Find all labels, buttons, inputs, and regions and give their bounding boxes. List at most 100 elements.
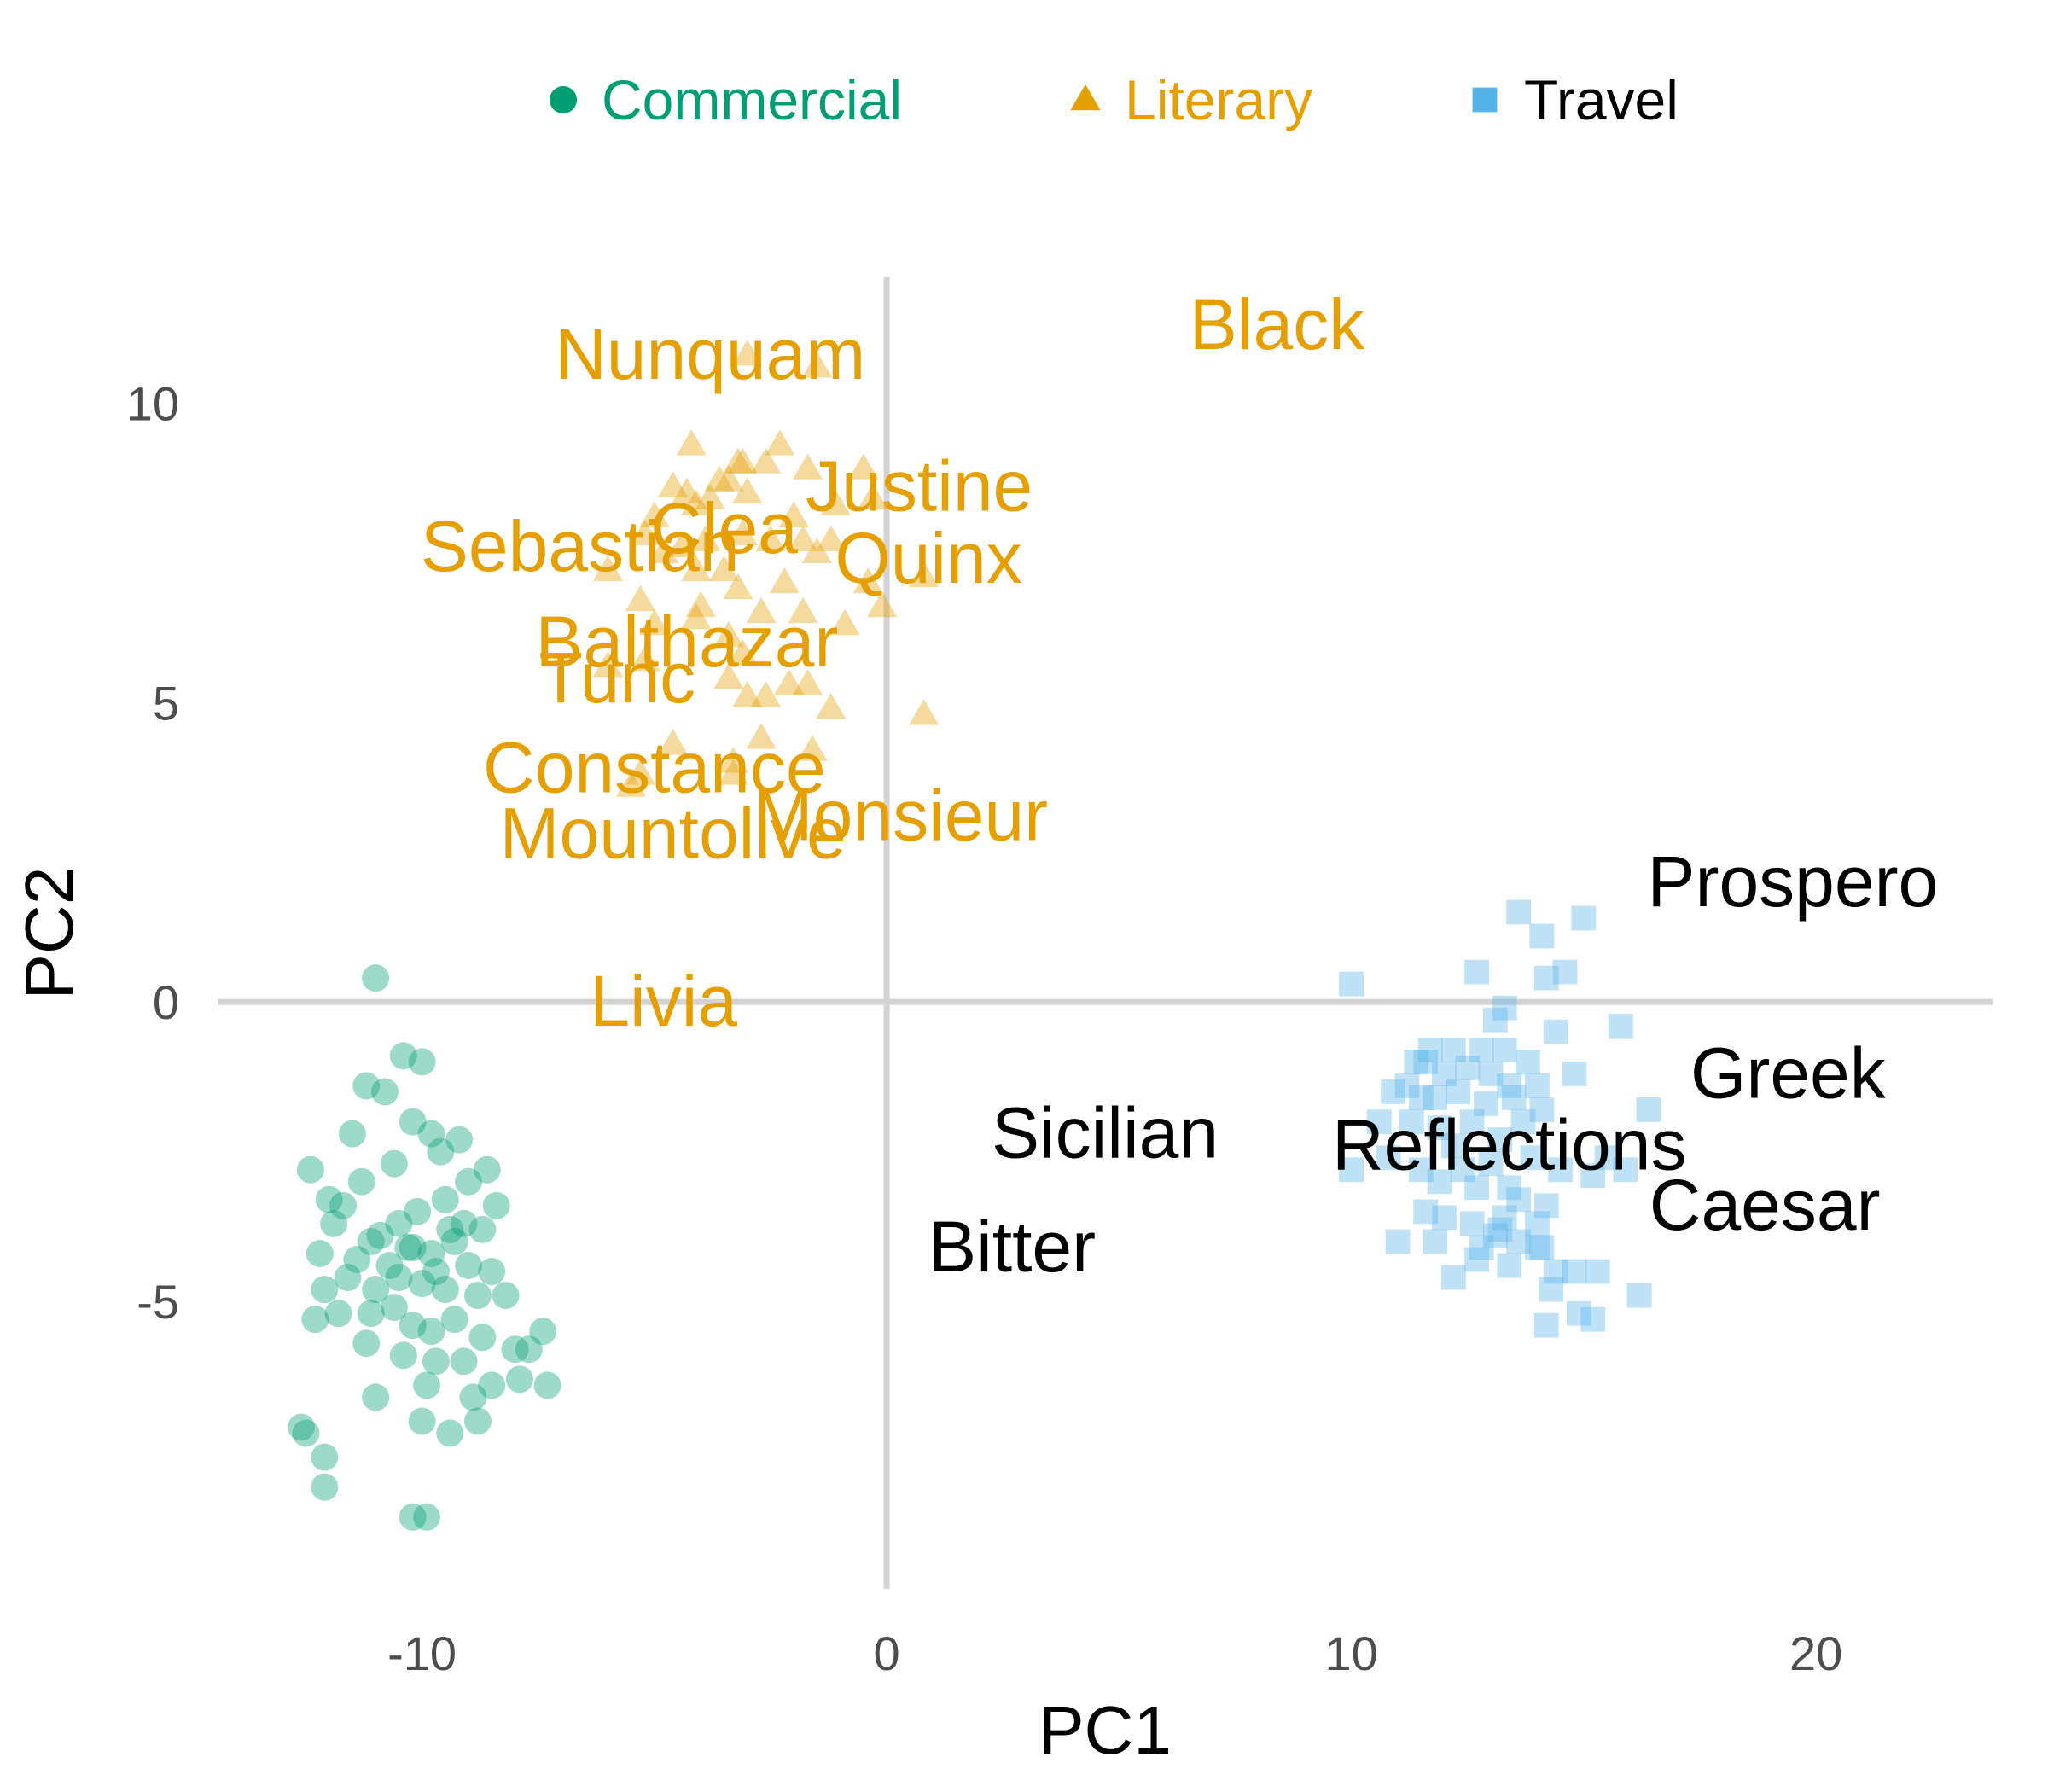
x-tick-label: 10 (1324, 1626, 1377, 1680)
travel-point (1469, 1235, 1494, 1260)
literary-point (695, 483, 725, 509)
literary-point (672, 477, 702, 503)
travel-point (1492, 1037, 1517, 1062)
travel-point (1408, 1157, 1434, 1183)
literary-point (649, 537, 679, 564)
literary-point (852, 567, 883, 594)
commercial-point (445, 1126, 474, 1154)
point-label: Clea (650, 488, 798, 568)
travel-point (1497, 1073, 1522, 1098)
literary-point (727, 519, 758, 545)
y-axis-title: PC2 (11, 867, 87, 1000)
travel-point (1478, 1151, 1504, 1177)
commercial-point (357, 1227, 385, 1255)
x-tick-label: 20 (1789, 1626, 1842, 1680)
travel-point (1376, 1145, 1401, 1171)
travel-point (1469, 1037, 1494, 1062)
point-label: Constance (483, 727, 826, 807)
travel-point (1543, 1259, 1568, 1284)
commercial-point (362, 1383, 390, 1411)
travel-point (1427, 1169, 1452, 1195)
travel-point (1552, 959, 1578, 985)
literary-point (801, 352, 833, 378)
commercial-point (389, 1341, 417, 1370)
travel-point (1562, 1062, 1587, 1086)
commercial-legend-key (550, 86, 577, 113)
point-label: Balthazar (536, 602, 839, 682)
travel-point (1459, 1109, 1485, 1134)
literary-point (797, 735, 828, 761)
literary-point (732, 477, 763, 503)
travel-point (1520, 1145, 1545, 1171)
travel-point (1413, 1199, 1439, 1225)
commercial-point (334, 1264, 362, 1292)
literary-point (630, 519, 660, 545)
literary-point (788, 596, 818, 624)
commercial-point (417, 1239, 445, 1267)
commercial-point (375, 1252, 404, 1280)
literary-point (708, 555, 740, 582)
point-label: Sebastian (421, 506, 740, 586)
travel-point (1385, 1229, 1411, 1254)
commercial-point (338, 1120, 366, 1148)
travel-point (1492, 1205, 1517, 1231)
literary-legend-key (1070, 84, 1101, 111)
travel-point (1474, 1091, 1498, 1116)
commercial-point (362, 1276, 390, 1304)
travel-point (1432, 1205, 1457, 1231)
travel-point (1464, 959, 1490, 985)
travel-point (1524, 1235, 1550, 1260)
literary-point (816, 693, 847, 719)
point-label: Nunquam (555, 314, 865, 394)
commercial-point (399, 1108, 427, 1136)
literary-point (718, 747, 748, 773)
x-tick-label: 0 (874, 1626, 900, 1680)
travel-point (1482, 1223, 1508, 1248)
commercial-point (427, 1137, 455, 1166)
travel-point (1464, 1175, 1490, 1201)
travel-point (1539, 1277, 1564, 1302)
commercial-point (399, 1503, 427, 1531)
literary-point (820, 489, 851, 515)
travel-point (1423, 1085, 1447, 1110)
literary-point (829, 608, 860, 636)
literary-point (727, 447, 758, 474)
literary-point (658, 729, 689, 755)
travel-point (1529, 923, 1555, 949)
axes-layer (218, 277, 1993, 1589)
commercial-point (408, 1407, 436, 1435)
commercial-point (329, 1191, 358, 1219)
travel-point (1524, 1211, 1550, 1236)
literary-point (909, 561, 940, 588)
commercial-point (343, 1245, 371, 1273)
travel-point (1487, 1217, 1513, 1242)
y-tick-label: -5 (137, 1275, 179, 1329)
travel-point (1440, 1133, 1466, 1159)
literary-point (801, 537, 833, 564)
commercial-point (301, 1306, 329, 1334)
point-label: Justine (806, 446, 1033, 527)
literary-point (858, 483, 888, 509)
commercial-point (408, 1048, 436, 1076)
travel-point (1446, 1079, 1471, 1104)
travel-point (1533, 1193, 1559, 1219)
travel-point (1478, 1062, 1504, 1086)
literary-point (616, 771, 647, 797)
commercial-point (320, 1209, 348, 1237)
commercial-point (288, 1413, 316, 1441)
commercial-point (455, 1252, 483, 1280)
commercial-point (417, 1318, 445, 1346)
commercial-point (468, 1324, 497, 1352)
commercial-point (422, 1347, 450, 1376)
travel-point (1492, 995, 1517, 1021)
travel-point (1529, 1097, 1555, 1122)
commercial-point (408, 1270, 436, 1298)
commercial-point (417, 1120, 445, 1148)
commercial-point (492, 1282, 520, 1310)
commercial-point (450, 1209, 478, 1237)
commercial-point (311, 1276, 339, 1304)
travel-point (1381, 1079, 1405, 1104)
commercial-point (505, 1365, 533, 1393)
travel-point (1571, 905, 1597, 931)
